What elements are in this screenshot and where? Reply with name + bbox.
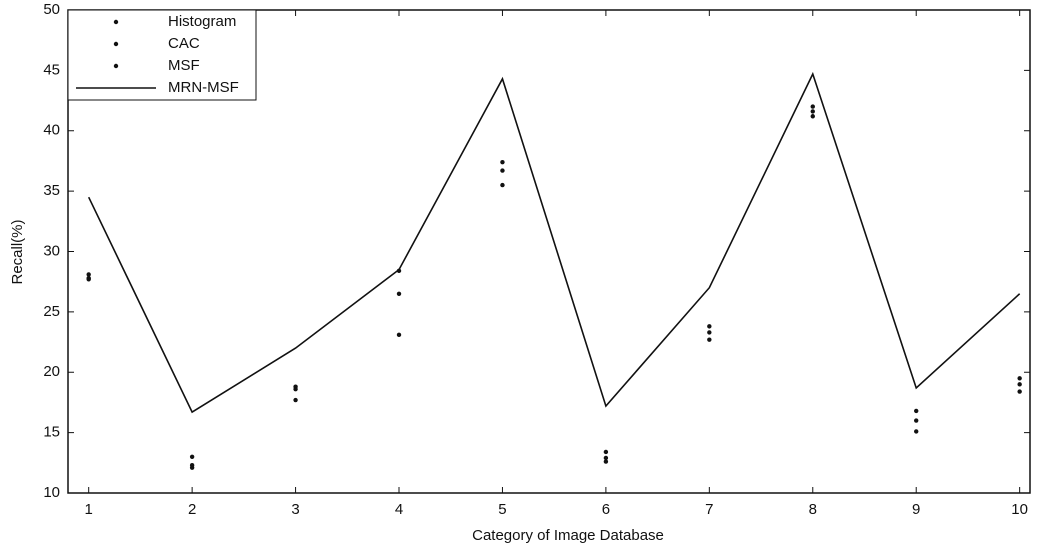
point bbox=[189, 454, 195, 459]
x-tick-label: 4 bbox=[395, 501, 403, 518]
y-tick-label: 15 bbox=[43, 424, 60, 441]
x-tick-label: 9 bbox=[912, 501, 920, 518]
x-tick-label: 1 bbox=[85, 501, 93, 518]
point bbox=[810, 114, 815, 119]
point bbox=[396, 332, 402, 338]
point bbox=[603, 455, 609, 461]
point bbox=[86, 272, 91, 277]
point bbox=[707, 337, 712, 342]
x-tick-label: 6 bbox=[602, 501, 610, 518]
point bbox=[603, 449, 609, 455]
point bbox=[1017, 382, 1022, 387]
point bbox=[189, 465, 195, 470]
y-tick-label: 45 bbox=[43, 61, 60, 78]
point bbox=[86, 277, 91, 282]
x-tick-label: 8 bbox=[809, 501, 817, 518]
point bbox=[810, 109, 815, 114]
point bbox=[810, 104, 815, 109]
point bbox=[707, 324, 712, 329]
x-tick-label: 10 bbox=[1011, 501, 1028, 518]
point bbox=[914, 418, 919, 423]
y-tick-label: 50 bbox=[43, 1, 60, 18]
point bbox=[1017, 376, 1022, 381]
y-tick-label: 30 bbox=[43, 242, 60, 259]
point bbox=[500, 168, 505, 173]
line bbox=[87, 71, 1021, 414]
point bbox=[293, 397, 298, 403]
y-tick-label: 10 bbox=[43, 484, 60, 501]
point bbox=[500, 159, 505, 165]
y-tick-label: 25 bbox=[43, 303, 60, 320]
x-tick-label: 3 bbox=[291, 501, 299, 518]
x-tick-label: 5 bbox=[498, 501, 506, 518]
point bbox=[914, 429, 919, 434]
x-axis-label: Category of Image Database bbox=[472, 527, 664, 544]
point bbox=[914, 408, 919, 414]
legend-marker bbox=[113, 41, 119, 47]
legend-marker bbox=[113, 63, 119, 69]
point bbox=[1017, 389, 1022, 394]
legend-box bbox=[67, 9, 257, 101]
point bbox=[293, 386, 298, 392]
point bbox=[396, 291, 402, 296]
point bbox=[707, 330, 712, 335]
legend-label: Histogram bbox=[168, 13, 236, 30]
y-tick-label: 40 bbox=[43, 122, 60, 139]
y-tick-label: 20 bbox=[43, 363, 60, 380]
point bbox=[500, 182, 505, 188]
x-tick-label: 7 bbox=[705, 501, 713, 518]
legend-label: CAC bbox=[168, 35, 200, 52]
y-axis-label: Recall(%) bbox=[9, 219, 26, 284]
point bbox=[603, 459, 609, 464]
y-tick-label: 35 bbox=[43, 182, 60, 199]
legend-marker bbox=[113, 19, 119, 25]
legend-label: MSF bbox=[168, 57, 200, 74]
x-tick-label: 2 bbox=[188, 501, 196, 518]
legend-label: MRN-MSF bbox=[168, 79, 239, 96]
